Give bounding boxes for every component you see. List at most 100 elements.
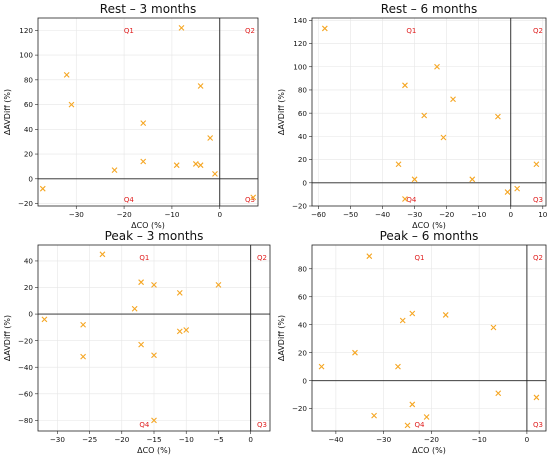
plot-frame [311, 244, 547, 432]
y-tick-label: −60 [18, 389, 34, 398]
x-tick-label: −40 [375, 210, 391, 219]
y-tick-label: 20 [24, 150, 34, 159]
quadrant-label-q4: Q4 [139, 421, 150, 429]
data-point [176, 289, 183, 296]
y-tick-label: 100 [19, 51, 33, 60]
x-tick-label: −25 [82, 435, 97, 444]
quadrant-label-q2: Q2 [533, 27, 543, 35]
chart-title: Peak – 3 months [105, 229, 204, 243]
y-tick-label: 0 [302, 178, 307, 187]
data-point [504, 189, 511, 195]
chart-title: Rest – 3 months [100, 2, 196, 16]
quadrant-label-q3: Q3 [257, 421, 267, 429]
scatter-chart-2: −60 −50 −40 −30 −20 −10 0 10 −20 0 20 40 60 80 100 120 1… [277, 2, 548, 230]
data-point [440, 134, 447, 141]
quadrant-label-q2: Q2 [533, 254, 543, 262]
data-point [99, 251, 106, 258]
y-tick-label: 40 [298, 132, 308, 141]
data-point [173, 162, 180, 169]
data-point [131, 305, 138, 312]
x-tick-label: −30 [69, 210, 85, 219]
data-point [442, 312, 449, 318]
x-tick-label: −5 [213, 435, 224, 444]
data-point [138, 341, 144, 348]
quadrant-label-q1: Q1 [124, 27, 134, 35]
data-point [399, 317, 406, 324]
plot-frame [311, 17, 547, 207]
x-tick-label: −20 [439, 210, 455, 219]
y-tick-label: 80 [298, 86, 308, 95]
data-point [366, 253, 373, 260]
y-tick-label: −20 [18, 199, 34, 208]
y-tick-label: 0 [28, 174, 33, 183]
y-tick-label: 120 [19, 26, 33, 35]
y-tick-label: 140 [293, 16, 307, 25]
scatter-chart-1: −30 −20 −10 0 −20 0 20 40 60 80 100 120 Rest – 3 mon… [3, 2, 259, 230]
x-tick-label: −30 [376, 435, 392, 444]
data-point [450, 96, 456, 103]
data-point [402, 196, 408, 202]
data-point [151, 417, 157, 424]
data-point [423, 414, 430, 420]
data-point [404, 422, 411, 429]
x-axis-label: ΔCO (%) [412, 221, 446, 230]
quadrant-label-q1: Q1 [139, 254, 149, 262]
y-tick-label: −40 [18, 363, 34, 372]
x-tick-label: 0 [217, 210, 222, 219]
data-point [395, 363, 401, 370]
y-axis-label: ΔAVDiff (%) [277, 89, 286, 135]
y-tick-label: 40 [298, 320, 308, 329]
data-point [41, 316, 48, 323]
y-axis-label: ΔAVDiff (%) [277, 315, 286, 361]
data-point [321, 25, 328, 32]
y-tick-label: 20 [24, 283, 34, 292]
data-point [39, 185, 46, 192]
data-point [80, 353, 87, 360]
x-tick-label: 10 [538, 210, 548, 219]
y-tick-label: 100 [293, 62, 307, 71]
quadrant-label-q2: Q2 [245, 27, 255, 35]
data-point [192, 161, 199, 167]
data-point [197, 162, 204, 169]
data-point [371, 412, 377, 419]
data-point [140, 120, 147, 127]
data-point [411, 176, 418, 183]
data-point [409, 401, 416, 408]
plot-frame [37, 17, 259, 207]
quadrant-label-q1: Q1 [406, 27, 416, 35]
data-point [178, 25, 185, 31]
quadrant-label-q4: Q4 [414, 421, 425, 429]
x-tick-label: −20 [114, 435, 130, 444]
data-point [352, 349, 358, 356]
data-point [212, 170, 218, 177]
y-tick-label: −20 [18, 336, 34, 345]
y-tick-label: 20 [298, 348, 308, 357]
chart-title: Rest – 6 months [381, 2, 477, 16]
data-point [495, 390, 502, 397]
x-tick-label: −20 [424, 435, 440, 444]
x-tick-label: −10 [472, 435, 488, 444]
y-tick-label: 40 [24, 125, 34, 134]
x-tick-label: −20 [117, 210, 133, 219]
data-point [490, 324, 497, 331]
data-point [514, 185, 521, 192]
data-point [533, 161, 540, 168]
y-tick-label: 60 [298, 109, 308, 118]
data-point [111, 167, 118, 174]
x-tick-label: −30 [50, 435, 66, 444]
y-axis-label: ΔAVDiff (%) [3, 315, 12, 361]
data-point [151, 281, 157, 288]
data-point [395, 161, 402, 168]
x-tick-label: 0 [508, 210, 513, 219]
x-tick-label: −40 [328, 435, 344, 444]
y-tick-label: 0 [302, 376, 307, 385]
quadrant-label-q1: Q1 [414, 254, 424, 262]
data-point [469, 176, 476, 183]
y-tick-label: 80 [298, 264, 308, 273]
y-tick-label: 120 [293, 39, 307, 48]
x-tick-label: 0 [525, 435, 530, 444]
data-point [183, 327, 190, 333]
x-axis-label: ΔCO (%) [131, 221, 165, 230]
data-point [250, 194, 257, 201]
